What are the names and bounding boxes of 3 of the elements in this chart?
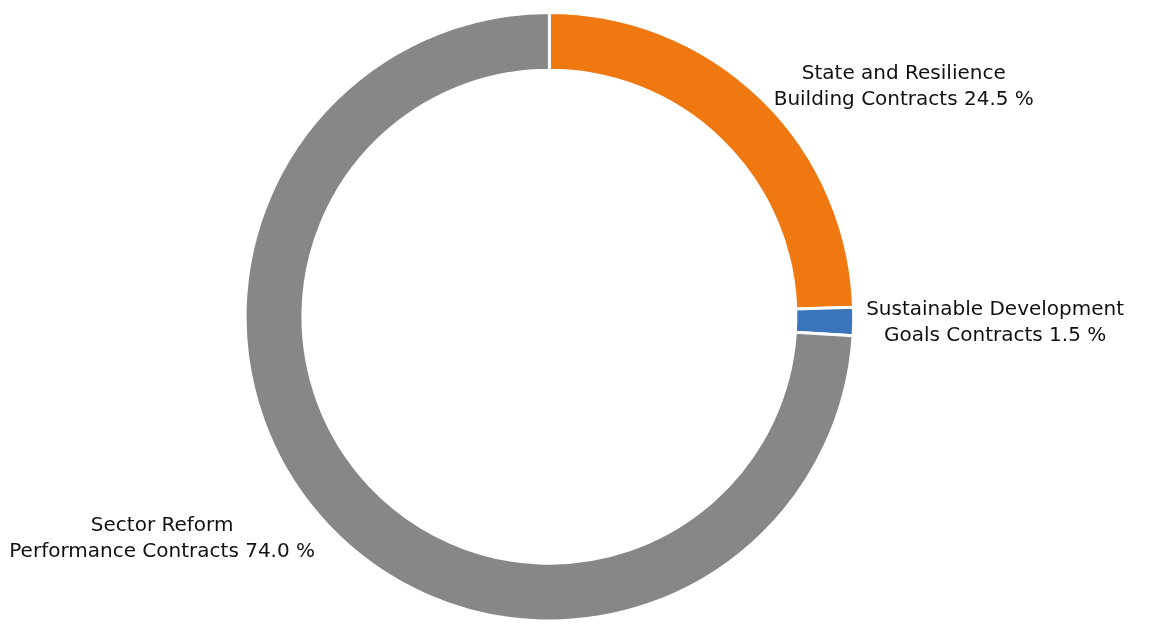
slice-label: State and Resilience Building Contracts 24.5 %: [773, 60, 1034, 111]
slice-label: Sector Reform Performance Contracts 74.0 %: [9, 511, 316, 562]
slice-label: Sustainable Development Goals Contracts 1.5 %: [866, 296, 1125, 347]
